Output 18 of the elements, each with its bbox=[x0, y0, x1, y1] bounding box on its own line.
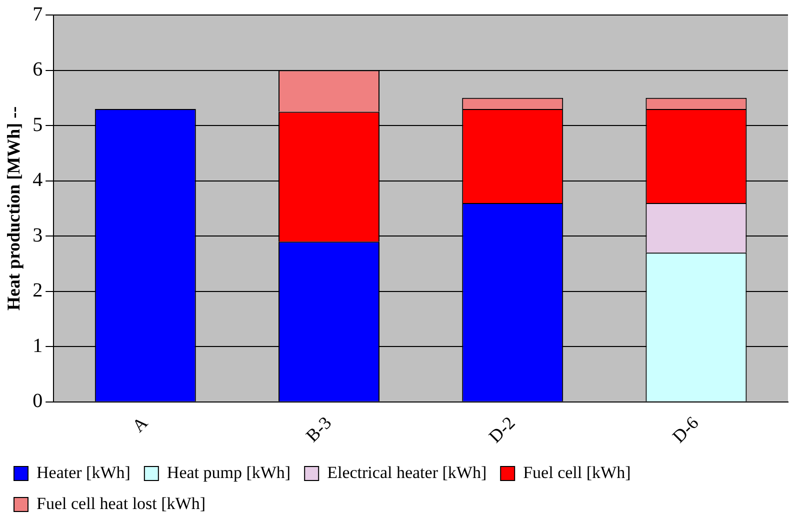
legend-label: Fuel cell [kWh] bbox=[523, 462, 631, 482]
legend-label: Electrical heater [kWh] bbox=[327, 462, 487, 482]
legend-label: Heat pump [kWh] bbox=[166, 462, 291, 482]
y-tick-label: 5 bbox=[32, 114, 43, 136]
y-tick-label: 2 bbox=[32, 280, 43, 302]
y-tick-label: 7 bbox=[32, 3, 43, 26]
legend-label: Fuel cell heat lost [kWh] bbox=[36, 494, 206, 513]
y-tick-label: 4 bbox=[32, 169, 43, 192]
x-tick-label: D-2 bbox=[484, 412, 519, 447]
y-tick-label: 1 bbox=[32, 334, 43, 357]
y-tick-label: 3 bbox=[32, 224, 43, 246]
y-tick-label: 6 bbox=[32, 58, 43, 81]
x-tick-label: B-3 bbox=[302, 412, 336, 446]
legend-label: Heater [kWh] bbox=[36, 462, 130, 482]
x-tick-label: D-6 bbox=[668, 412, 702, 447]
x-tick-label: A bbox=[128, 412, 152, 436]
y-axis-title: Heat production [MWh] -- bbox=[3, 106, 24, 311]
y-tick-label: 0 bbox=[32, 390, 43, 412]
